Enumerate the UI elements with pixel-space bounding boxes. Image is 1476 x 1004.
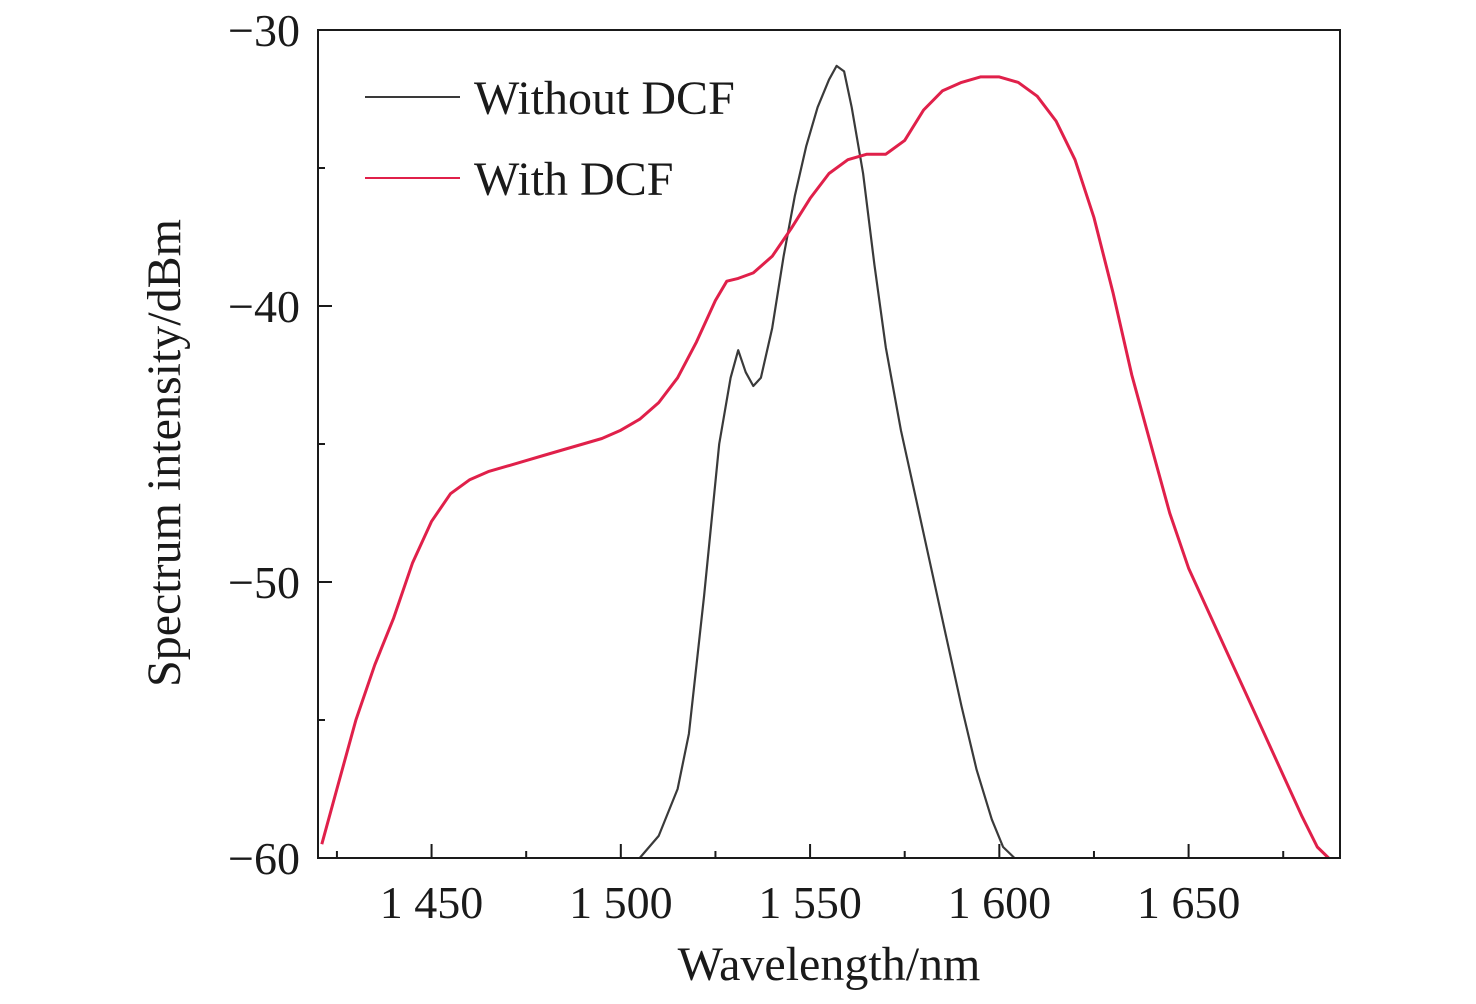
plot-area xyxy=(320,64,1330,860)
y-tick-label: −30 xyxy=(228,5,300,56)
x-tick-label: 1 550 xyxy=(758,877,862,928)
legend-label-with-dcf: With DCF xyxy=(474,153,673,206)
y-tick-label: −50 xyxy=(228,557,300,608)
x-axis: 1 450 1 500 1 550 1 600 1 650 xyxy=(335,844,1285,928)
series-line-without-dcf xyxy=(638,64,1016,859)
plot-frame xyxy=(317,29,1341,859)
y-tick-label: −60 xyxy=(228,833,300,884)
y-tick-label: −40 xyxy=(228,281,300,332)
series-line-with-dcf xyxy=(320,75,1330,860)
y-axis-title: Spectrum intensity/dBm xyxy=(138,219,191,687)
legend: Without DCF With DCF xyxy=(365,72,735,206)
x-axis-title: Wavelength/nm xyxy=(678,938,981,991)
x-tick-label: 1 500 xyxy=(569,877,673,928)
x-tick-label: 1 600 xyxy=(948,877,1052,928)
x-tick-label: 1 450 xyxy=(380,877,484,928)
x-tick-label: 1 650 xyxy=(1137,877,1241,928)
legend-label-without-dcf: Without DCF xyxy=(474,72,735,125)
y-axis: −60 −50 −40 −30 xyxy=(228,5,332,884)
